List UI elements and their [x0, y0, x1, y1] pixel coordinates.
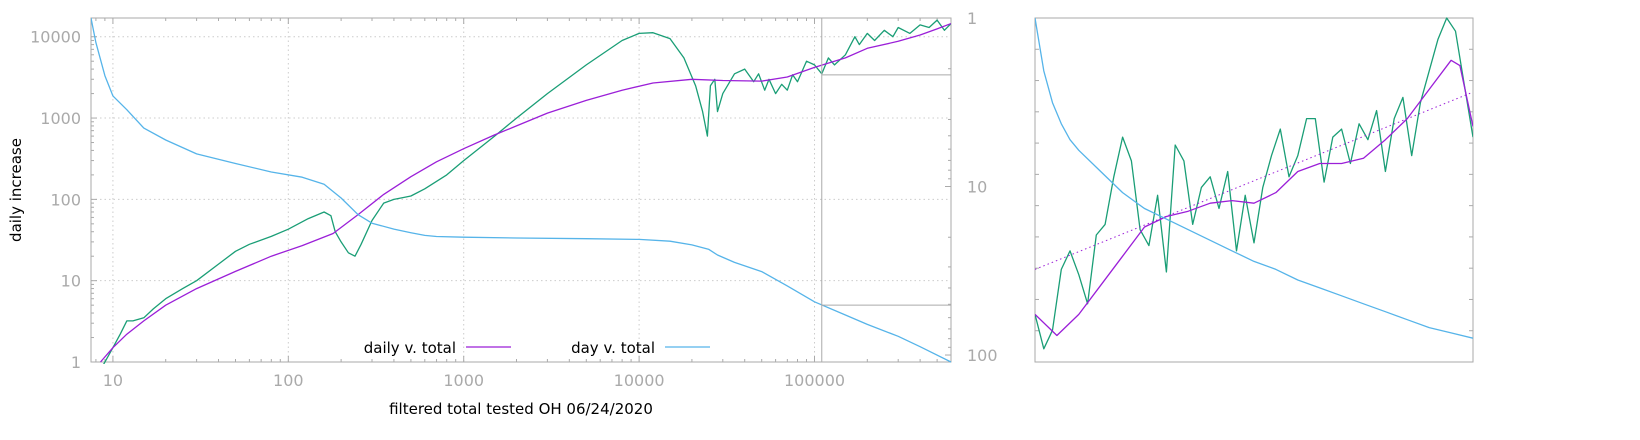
y-tick-label: 100 [50, 190, 81, 209]
main-grid [91, 18, 951, 362]
y-tick-label: 10000 [30, 28, 81, 47]
inset-series [1035, 17, 1473, 350]
y-axis-label: daily increase [7, 138, 25, 242]
x-axis-label: filtered total tested OH 06/24/2020 [389, 400, 653, 418]
main-series [91, 17, 951, 364]
y-tick-label: 1000 [40, 109, 81, 128]
y-tick-label: 1 [71, 353, 81, 372]
y2-tick-label: 1 [967, 9, 977, 28]
inset-series-raw [1035, 17, 1473, 350]
x-tick-label: 10000 [614, 371, 665, 390]
legend: daily v. total day v. total [364, 339, 710, 357]
y2-tick-label: 10 [967, 178, 987, 197]
inset-series-smooth [1035, 59, 1473, 337]
x-tick-label: 1000 [443, 371, 484, 390]
main-plot-frame [90, 17, 952, 363]
x-tick-label: 100 [273, 371, 304, 390]
series-daily-raw [103, 19, 951, 364]
main-reference-lines [821, 18, 951, 362]
x-tick-label: 10 [103, 371, 123, 390]
inset-series-day [1035, 17, 1473, 339]
legend-label-daily: daily v. total [364, 339, 456, 357]
inset-plot-frame [1034, 17, 1474, 363]
series-daily-smooth [100, 22, 951, 363]
series-day [91, 17, 951, 363]
legend-label-day: day v. total [571, 339, 655, 357]
y2-tick-label: 100 [967, 346, 998, 365]
y-tick-label: 10 [61, 272, 81, 291]
x-tick-label: 100000 [784, 371, 845, 390]
main-ticks: 10 100 1000 10000 100000 1 10 100 1000 10000 1 10 10… [30, 9, 997, 390]
inset-ticks [1035, 48, 1473, 332]
